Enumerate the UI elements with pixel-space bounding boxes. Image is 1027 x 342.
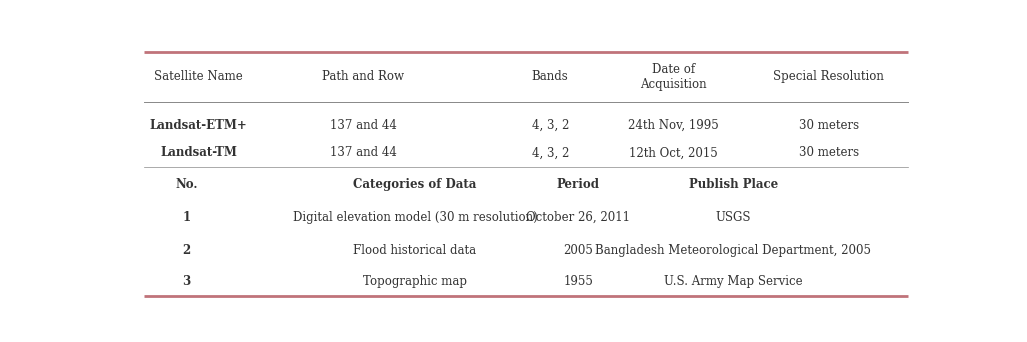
- Text: Period: Period: [557, 178, 600, 191]
- Text: 3: 3: [183, 276, 191, 289]
- Text: Special Resolution: Special Resolution: [773, 70, 884, 83]
- Text: 4, 3, 2: 4, 3, 2: [532, 146, 569, 159]
- Text: 1: 1: [183, 211, 191, 224]
- Text: Landsat-TM: Landsat-TM: [160, 146, 237, 159]
- Text: No.: No.: [176, 178, 198, 191]
- Text: Satellite Name: Satellite Name: [154, 70, 242, 83]
- Text: Bangladesh Meteorological Department, 2005: Bangladesh Meteorological Department, 20…: [596, 244, 871, 257]
- Text: Flood historical data: Flood historical data: [353, 244, 477, 257]
- Text: 12th Oct, 2015: 12th Oct, 2015: [630, 146, 718, 159]
- Text: U.S. Army Map Service: U.S. Army Map Service: [664, 276, 802, 289]
- Text: 4, 3, 2: 4, 3, 2: [532, 119, 569, 132]
- Text: Categories of Data: Categories of Data: [353, 178, 477, 191]
- Text: 1955: 1955: [563, 276, 593, 289]
- Text: Publish Place: Publish Place: [689, 178, 777, 191]
- Text: 137 and 44: 137 and 44: [330, 146, 396, 159]
- Text: Path and Row: Path and Row: [322, 70, 405, 83]
- Text: Date of
Acquisition: Date of Acquisition: [640, 63, 707, 91]
- Text: 137 and 44: 137 and 44: [330, 119, 396, 132]
- Text: Topographic map: Topographic map: [363, 276, 467, 289]
- Text: Landsat-ETM+: Landsat-ETM+: [150, 119, 248, 132]
- Text: Digital elevation model (30 m resolution): Digital elevation model (30 m resolution…: [293, 211, 537, 224]
- Text: 24th Nov, 1995: 24th Nov, 1995: [629, 119, 719, 132]
- Text: 2: 2: [183, 244, 191, 257]
- Text: 2005: 2005: [563, 244, 593, 257]
- Text: 30 meters: 30 meters: [799, 146, 859, 159]
- Text: 30 meters: 30 meters: [799, 119, 859, 132]
- Text: October 26, 2011: October 26, 2011: [526, 211, 631, 224]
- Text: USGS: USGS: [716, 211, 751, 224]
- Text: Bands: Bands: [532, 70, 569, 83]
